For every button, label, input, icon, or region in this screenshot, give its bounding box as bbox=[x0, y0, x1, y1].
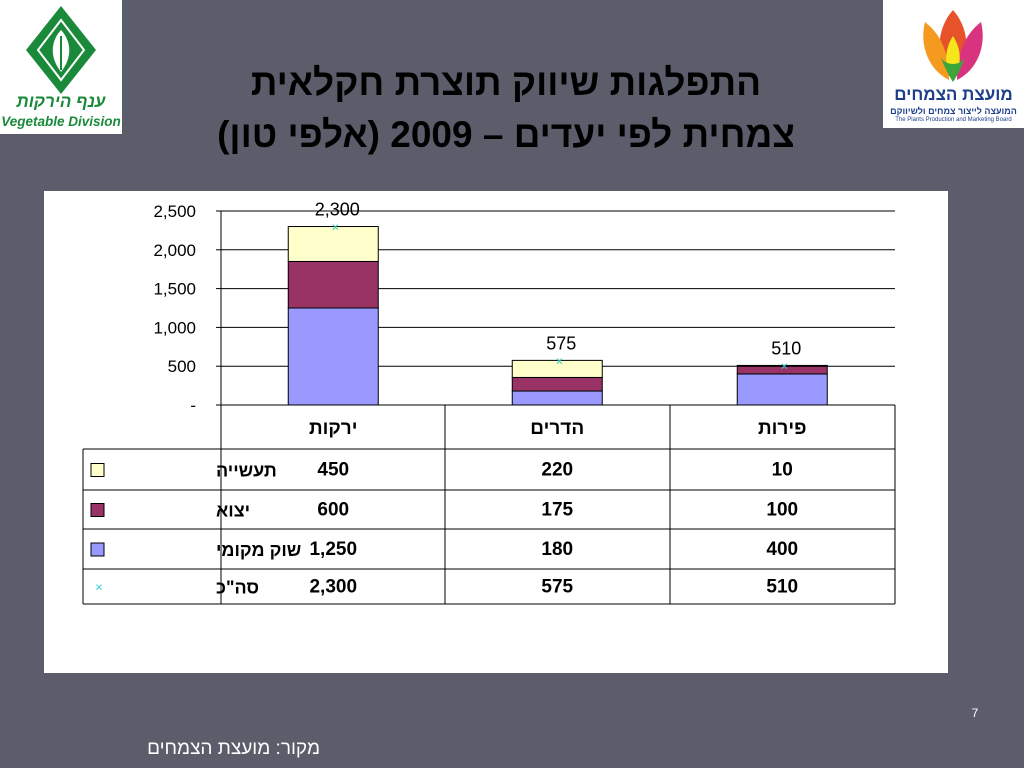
y-tick-label: 2,000 bbox=[153, 241, 196, 260]
source-note: מקור: מועצת הצמחים bbox=[147, 738, 320, 759]
bar-segment bbox=[287, 260, 379, 309]
category-label: ירקות bbox=[309, 418, 357, 439]
legend-label: יצוא bbox=[216, 501, 250, 521]
bar-segment bbox=[511, 376, 603, 392]
total-data-label: 510 bbox=[771, 338, 801, 358]
y-tick-label: - bbox=[190, 396, 196, 415]
table-cell-value: 180 bbox=[541, 539, 573, 560]
table-cell-value: 400 bbox=[766, 539, 798, 560]
vegetable-division-logo: ענף הירקות Vegetable Division bbox=[0, 0, 122, 134]
table-cell-value: 510 bbox=[766, 577, 798, 598]
slide-title-line-1: התפלגות שיווק תוצרת חקלאית bbox=[250, 62, 762, 103]
bar-segment bbox=[511, 359, 603, 378]
legend-label: שוק מקומי bbox=[216, 540, 301, 560]
table-cell-value: 175 bbox=[541, 500, 573, 521]
logo-english-text: The Plants Production and Marketing Boar… bbox=[895, 117, 1012, 123]
total-data-label: 575 bbox=[546, 333, 576, 353]
table-cell-value: 100 bbox=[766, 500, 798, 521]
table-cell-value: 450 bbox=[317, 460, 349, 481]
table-cell-value: 575 bbox=[541, 577, 573, 598]
slide-title-line-2: צמחית לפי יעדים – 2009 (אלפי טון) bbox=[217, 114, 795, 155]
y-tick-label: 1,000 bbox=[153, 318, 196, 337]
bar-segment bbox=[287, 226, 379, 262]
logo-english-text: Vegetable Division bbox=[1, 114, 121, 129]
stacked-bar-chart: -5001,0001,5002,0002,500×2,300×575×510יר… bbox=[82, 200, 896, 605]
legend-swatch bbox=[90, 542, 105, 557]
logo-hebrew-subtitle: המועצה לייצור צמחים ולשיווקם bbox=[890, 106, 1017, 116]
legend-swatch bbox=[90, 503, 105, 517]
category-label: הדרים bbox=[530, 418, 584, 439]
chart-panel: -500 1,000 1,500 2,000 2,500 × 2,300 × 575 × 510 יר… bbox=[44, 191, 948, 673]
category-label: פירות bbox=[758, 418, 806, 439]
legend-marker: × bbox=[95, 580, 103, 595]
flower-petals-icon bbox=[923, 10, 983, 82]
legend-swatch bbox=[90, 463, 105, 477]
page-number: 7 bbox=[971, 706, 979, 720]
bar-segment bbox=[736, 364, 828, 367]
total-marker: × bbox=[555, 353, 563, 368]
bar-segment bbox=[511, 390, 603, 406]
y-tick-label: 500 bbox=[168, 357, 196, 376]
total-marker: × bbox=[780, 358, 788, 373]
logo-hebrew-text: ענף הירקות bbox=[16, 92, 106, 111]
total-marker: × bbox=[331, 220, 339, 235]
diamond-leaf-icon bbox=[26, 6, 96, 94]
legend-label: סה"כ bbox=[216, 578, 259, 598]
table-cell-value: 600 bbox=[317, 500, 349, 521]
table-cell-value: 2,300 bbox=[309, 577, 357, 598]
legend-label: תעשייה bbox=[216, 461, 277, 481]
logo-hebrew-title: מועצת הצמחים bbox=[894, 85, 1013, 104]
plants-board-logo: מועצת הצמחים המועצה לייצור צמחים ולשיווק… bbox=[883, 0, 1024, 128]
bar-segment bbox=[287, 307, 379, 406]
total-data-label: 2,300 bbox=[315, 200, 360, 220]
table-cell-value: 1,250 bbox=[309, 539, 357, 560]
y-tick-label: 2,500 bbox=[153, 202, 196, 221]
table-cell-value: 220 bbox=[541, 460, 573, 481]
table-cell-value: 10 bbox=[772, 460, 793, 481]
y-tick-label: 1,500 bbox=[153, 280, 196, 299]
bar-segment bbox=[736, 373, 828, 406]
